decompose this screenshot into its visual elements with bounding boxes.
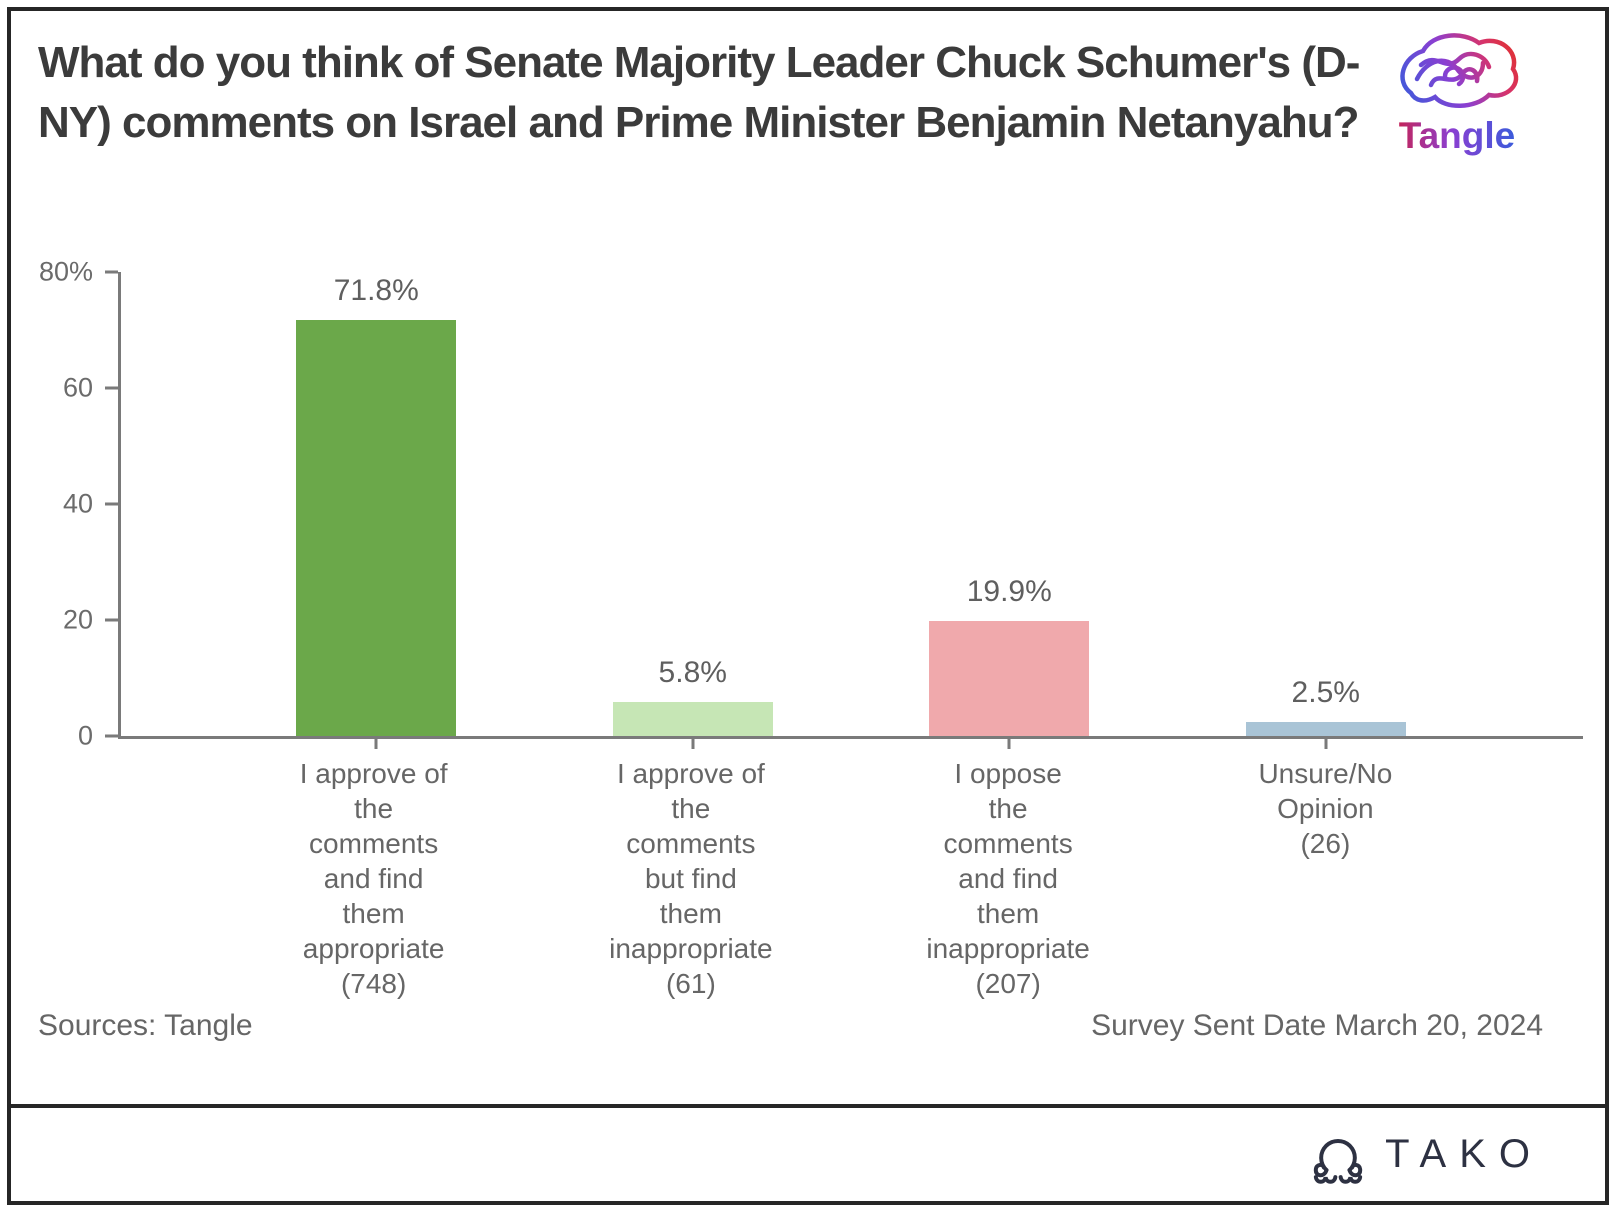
bar [612, 702, 773, 736]
y-axis-tick-mark [105, 270, 118, 274]
survey-date-label: Survey Sent Date March 20, 2024 [1091, 1009, 1543, 1042]
y-axis-tick-label: 40 [62, 488, 93, 519]
y-axis-tick-label: 0 [77, 720, 93, 751]
bar-slot: 71.8% [218, 272, 535, 749]
tako-wordmark: TAKO [1385, 1132, 1543, 1176]
bar-slot: 2.5% [1168, 272, 1485, 749]
bar [1245, 721, 1406, 736]
bar-value-label: 19.9% [966, 574, 1052, 608]
bar-value-label: 2.5% [1291, 675, 1360, 709]
x-axis-tick-mark [374, 736, 378, 749]
y-axis-tick-label: 20 [62, 604, 93, 635]
bar-value-label: 71.8% [333, 273, 419, 307]
category-label: I approve of the comments and find them … [299, 758, 448, 999]
y-axis-tick-label: 60 [62, 372, 93, 403]
bar-slot: 5.8% [535, 272, 852, 749]
y-axis-tick-mark [105, 502, 118, 506]
bar-value-label: 5.8% [658, 656, 727, 690]
tangle-brain-icon [1400, 33, 1519, 108]
y-axis-tick-label: 80% [38, 256, 93, 287]
x-axis-tick-mark [1324, 736, 1328, 749]
bars-row: 71.8% 5.8% 19.9% 2.5% [121, 272, 1583, 749]
sources-label: Sources: Tangle [38, 1009, 253, 1042]
page-title: What do you think of Senate Majority Lea… [38, 38, 1360, 147]
footer-row: Sources: Tangle Survey Sent Date March 2… [38, 1009, 1543, 1043]
category-label: Unsure/No Opinion (26) [1258, 758, 1393, 859]
category-label: I oppose the comments and find them inap… [926, 758, 1090, 999]
chart-frame: What do you think of Senate Majority Lea… [7, 7, 1609, 1205]
tangle-wordmark: Tangle [1398, 115, 1516, 156]
y-axis-tick-mark [105, 734, 118, 738]
bar-slot: 19.9% [851, 272, 1168, 749]
tako-octopus-icon [1313, 1138, 1363, 1184]
bar [296, 319, 457, 736]
x-axis-tick-mark [691, 736, 695, 749]
category-labels-row: I approve of the comments and find them … [118, 756, 1583, 1001]
tako-bar: TAKO [11, 1104, 1605, 1201]
y-axis-tick-mark [105, 618, 118, 622]
y-axis-tick-mark [105, 386, 118, 390]
category-label: I approve of the comments but find them … [609, 758, 773, 999]
plot-area: 71.8% 5.8% 19.9% 2.5% 80% 60 40 20 0 [39, 258, 1583, 749]
tangle-logo: Tangle [1367, 23, 1547, 157]
bar [929, 620, 1090, 736]
x-axis-tick-mark [1007, 736, 1011, 749]
